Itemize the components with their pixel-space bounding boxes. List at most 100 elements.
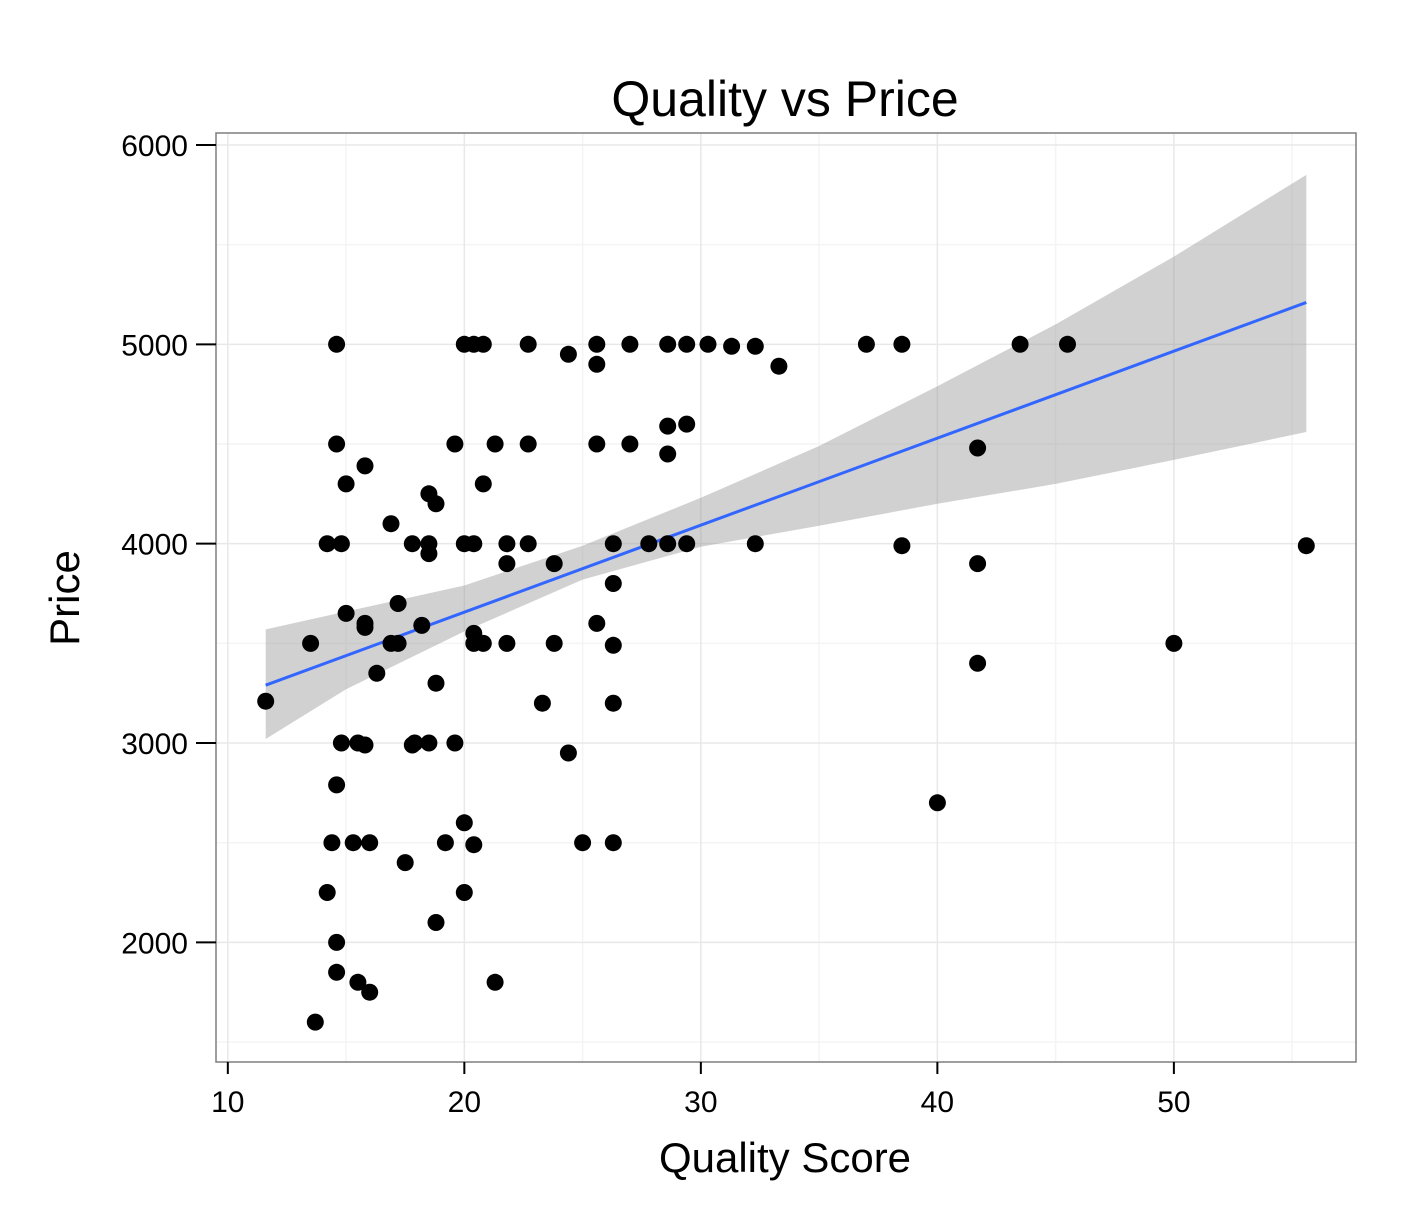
data-point: [928, 794, 946, 812]
data-point: [389, 634, 407, 652]
data-point: [498, 634, 516, 652]
data-point: [420, 734, 438, 752]
data-point: [332, 734, 350, 752]
data-point: [344, 834, 362, 852]
data-point: [746, 535, 764, 553]
y-tick-label: 3000: [121, 728, 188, 761]
data-point: [604, 834, 622, 852]
data-point: [446, 435, 464, 453]
data-point: [519, 435, 537, 453]
data-point: [588, 355, 606, 373]
data-point: [545, 555, 563, 573]
data-point: [1011, 335, 1029, 353]
confidence-band: [265, 174, 1307, 739]
data-point: [588, 614, 606, 632]
data-point: [533, 694, 551, 712]
y-tick-label: 5000: [121, 329, 188, 362]
data-point: [699, 335, 717, 353]
x-tick-label: 10: [211, 1086, 244, 1119]
data-point: [318, 535, 336, 553]
data-point: [328, 963, 346, 981]
data-point: [545, 634, 563, 652]
data-point: [588, 335, 606, 353]
data-point: [621, 335, 639, 353]
data-point: [519, 535, 537, 553]
data-point: [1059, 335, 1076, 353]
data-point: [427, 914, 445, 931]
data-point: [257, 692, 275, 710]
data-point: [574, 834, 592, 852]
data-point: [1165, 634, 1183, 652]
x-axis-title: Quality Score: [659, 1134, 911, 1181]
data-point: [474, 475, 492, 493]
data-point: [427, 674, 445, 692]
points-layer: [257, 335, 1315, 1031]
data-point: [969, 439, 987, 457]
data-point: [328, 776, 346, 794]
data-point: [318, 884, 336, 901]
y-tick-label: 6000: [121, 130, 188, 163]
data-point: [659, 335, 677, 353]
data-point: [486, 973, 504, 991]
y-axis-title: Price: [41, 550, 88, 646]
data-point: [498, 555, 516, 573]
data-point: [337, 475, 355, 493]
y-tick-label: 4000: [121, 529, 188, 562]
data-point: [474, 335, 492, 353]
trend-line-layer: [265, 301, 1307, 687]
data-point: [406, 734, 424, 752]
data-point: [723, 337, 741, 355]
data-point: [969, 654, 987, 672]
data-point: [604, 535, 622, 553]
data-point: [604, 694, 622, 712]
data-point: [678, 535, 696, 553]
data-point: [678, 335, 696, 353]
data-point: [519, 335, 537, 353]
data-point: [455, 884, 473, 901]
data-point: [1297, 537, 1315, 555]
data-point: [678, 415, 696, 433]
data-point: [420, 545, 438, 563]
data-point: [349, 973, 367, 991]
data-point: [332, 535, 350, 553]
x-tick-label: 20: [448, 1086, 481, 1119]
panel-border: [215, 132, 1357, 1063]
data-point: [413, 616, 431, 634]
data-point: [559, 744, 577, 762]
axes-layer: 10 20 30 40 50 2000 3000 4000 5000 6000: [121, 130, 1190, 1119]
grid-layer: [216, 133, 1356, 1062]
data-point: [659, 445, 677, 463]
data-point: [302, 634, 320, 652]
data-point: [659, 535, 677, 553]
data-point: [337, 604, 355, 622]
data-point: [659, 417, 677, 435]
data-point: [465, 836, 483, 854]
data-point: [770, 357, 788, 375]
data-point: [361, 983, 379, 1001]
x-tick-label: 50: [1157, 1086, 1190, 1119]
data-point: [604, 636, 622, 654]
data-point: [465, 535, 483, 553]
data-point: [746, 337, 764, 355]
data-point: [893, 335, 911, 353]
data-point: [328, 435, 346, 453]
data-point: [498, 535, 516, 553]
data-point: [474, 634, 492, 652]
data-point: [361, 834, 379, 852]
data-point: [640, 535, 658, 553]
y-tick-label: 2000: [121, 927, 188, 960]
x-tick-label: 40: [921, 1086, 954, 1119]
data-point: [403, 535, 421, 553]
data-point: [455, 814, 473, 832]
data-point: [969, 555, 987, 573]
data-point: [604, 575, 622, 592]
data-point: [427, 495, 445, 513]
data-point: [486, 435, 504, 453]
data-point: [396, 854, 414, 872]
data-point: [323, 834, 341, 852]
data-point: [356, 457, 374, 475]
data-point: [368, 664, 386, 682]
data-point: [893, 537, 911, 555]
